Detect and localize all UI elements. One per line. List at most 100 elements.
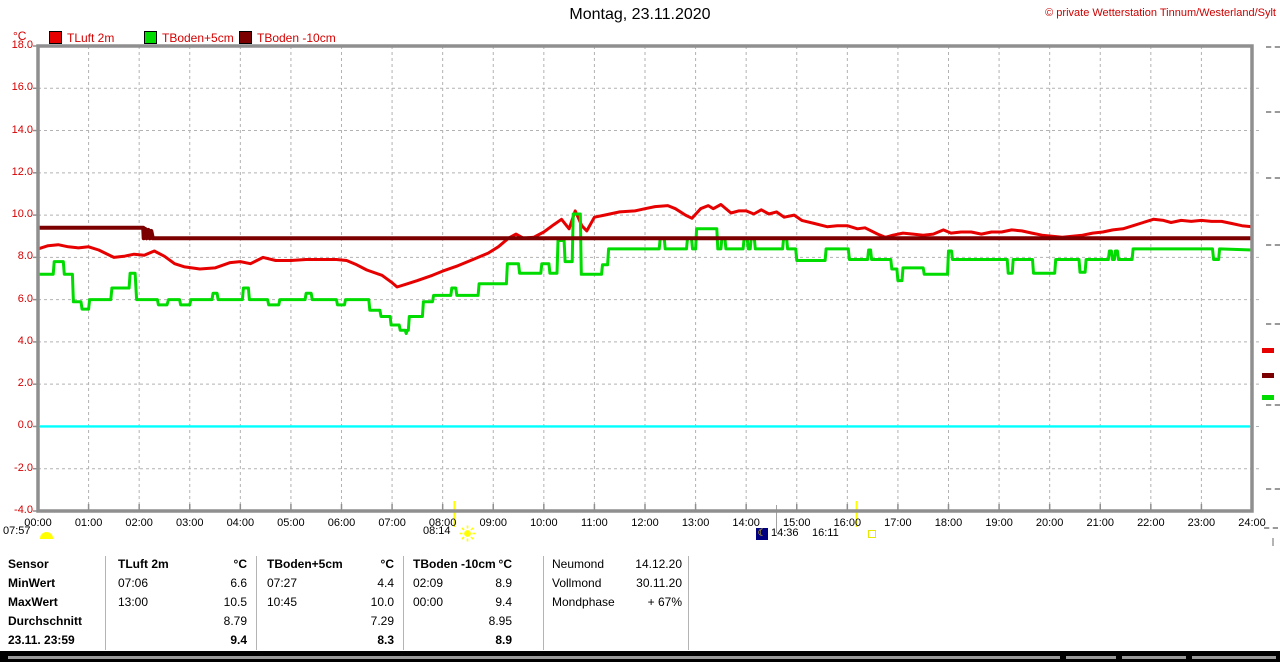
legend-swatch-tboden5-icon xyxy=(144,31,157,44)
sunrise-time-label: 08:14 xyxy=(423,525,451,537)
right-edge-dash xyxy=(1266,404,1280,406)
axis-overflow-dash xyxy=(1264,527,1278,529)
table-cell-value: 4.4 xyxy=(377,576,394,590)
moon-info-value: + 67% xyxy=(647,595,682,609)
table-row-label: MinWert xyxy=(8,576,56,590)
x-tick-label: 08:00 xyxy=(428,517,457,529)
copyright-text: © private Wetterstation Tinnum/Westerlan… xyxy=(1045,7,1276,19)
table-cell-time: 07:06 xyxy=(118,576,149,590)
table-cell-value: 8.9 xyxy=(495,576,512,590)
table-cell-value: 10.0 xyxy=(370,595,394,609)
y-tick-label: 6.0 xyxy=(17,292,33,305)
table-cell-value: 8.3 xyxy=(377,633,394,647)
y-tick-label: 10.0 xyxy=(11,208,33,221)
temperature-chart xyxy=(33,44,1260,533)
legend-swatch-tboden10-icon xyxy=(239,31,252,44)
moonrise-time-label: 14:36 xyxy=(771,527,799,539)
sunset-sun-icon xyxy=(868,530,876,538)
table-cell-value: 7.29 xyxy=(370,614,394,628)
y-tick-label: 14.0 xyxy=(11,123,33,136)
legend-label-tboden10: TBoden -10cm xyxy=(257,30,336,45)
table-header-sensor-name: TBoden -10cm xyxy=(413,557,496,571)
right-edge-dash xyxy=(1266,488,1280,490)
x-tick-label: 10:00 xyxy=(530,517,558,529)
x-tick-label: 22:00 xyxy=(1137,517,1165,529)
dawn-time-label: 07:57 xyxy=(3,525,31,537)
y-tick-label: 2.0 xyxy=(17,377,33,390)
axis-overflow-tick xyxy=(1272,538,1274,546)
x-tick-label: 09:00 xyxy=(479,517,508,529)
right-edge-dash xyxy=(1266,46,1280,48)
table-column-divider xyxy=(105,556,106,650)
moon-info-value: 14.12.20 xyxy=(635,557,682,571)
legend-item-tboden10: TBoden -10cm xyxy=(239,30,336,45)
table-row-label: Durchschnitt xyxy=(8,614,83,628)
sunrise-sun-icon xyxy=(459,525,476,542)
x-tick-label: 18:00 xyxy=(934,517,963,529)
table-cell-time: 07:27 xyxy=(267,576,298,590)
x-tick-label: 14:00 xyxy=(732,517,760,529)
legend-item-tboden5: TBoden+5cm xyxy=(144,30,234,45)
table-cell-value: 8.95 xyxy=(488,614,512,628)
right-edge-dash xyxy=(1266,323,1280,325)
right-edge-series-mark xyxy=(1262,373,1274,378)
x-tick-label: 17:00 xyxy=(884,517,912,529)
right-edge-dash xyxy=(1266,244,1280,246)
x-tick-label: 04:00 xyxy=(226,517,255,529)
moon-info-label: Neumond xyxy=(552,557,605,571)
table-row-label: MaxWert xyxy=(8,595,58,609)
x-tick-label: 13:00 xyxy=(681,517,710,529)
x-tick-label: 15:00 xyxy=(782,517,811,529)
table-cell-time: 02:09 xyxy=(413,576,444,590)
right-edge-dash xyxy=(1266,111,1280,113)
table-cell-time: 13:00 xyxy=(118,595,149,609)
x-tick-label: 24:00 xyxy=(1238,517,1266,529)
table-column-divider xyxy=(543,556,544,650)
y-tick-label: 12.0 xyxy=(11,165,33,178)
x-tick-label: 06:00 xyxy=(327,517,356,529)
table-header-sensor: Sensor xyxy=(8,557,49,571)
x-tick-label: 00:00 xyxy=(24,517,52,529)
table-cell-value: 9.4 xyxy=(230,633,247,647)
x-tick-label: 21:00 xyxy=(1086,517,1115,529)
x-tick-label: 02:00 xyxy=(125,517,153,529)
right-edge-series-mark xyxy=(1262,348,1274,353)
table-header-unit: °C xyxy=(380,557,394,571)
moon-info-label: Vollmond xyxy=(552,576,602,590)
legend-item-tluft: TLuft 2m xyxy=(49,30,115,45)
table-column-divider xyxy=(256,556,257,650)
sunset-time-label: 16:11 xyxy=(812,527,839,539)
table-header-unit: °C xyxy=(233,557,247,571)
table-header-sensor-name: TBoden+5cm xyxy=(267,557,343,571)
table-cell-value: 8.9 xyxy=(495,633,512,647)
y-tick-label: -4.0 xyxy=(14,504,33,516)
right-edge-dash xyxy=(1266,177,1280,179)
x-tick-label: 19:00 xyxy=(985,517,1013,529)
dawn-sun-icon xyxy=(40,532,53,539)
legend-label-tboden5: TBoden+5cm xyxy=(162,30,234,45)
x-tick-label: 03:00 xyxy=(175,517,204,529)
x-tick-label: 12:00 xyxy=(631,517,659,529)
y-tick-label: 4.0 xyxy=(17,334,33,347)
y-tick-label: 8.0 xyxy=(17,250,33,263)
moon-info-value: 30.11.20 xyxy=(636,576,682,590)
x-tick-label: 07:00 xyxy=(378,517,406,529)
right-edge-series-mark xyxy=(1262,395,1274,400)
moon-info-label: Mondphase xyxy=(552,595,615,609)
table-cell-time: 00:00 xyxy=(413,595,444,609)
y-tick-label: 18.0 xyxy=(11,39,33,51)
table-header-unit: °C xyxy=(498,557,512,571)
legend-label-tluft: TLuft 2m xyxy=(67,30,115,45)
x-tick-label: 05:00 xyxy=(277,517,305,529)
status-bar xyxy=(0,651,1280,662)
table-cell-time: 10:45 xyxy=(267,595,298,609)
table-cell-value: 10.5 xyxy=(223,595,247,609)
x-tick-label: 20:00 xyxy=(1035,517,1064,529)
table-cell-value: 8.79 xyxy=(223,614,247,628)
y-tick-label: 0.0 xyxy=(17,419,33,432)
x-tick-label: 11:00 xyxy=(581,517,608,529)
table-header-sensor-name: TLuft 2m xyxy=(118,557,169,571)
table-row-label: 23.11. 23:59 xyxy=(8,633,75,647)
table-cell-value: 6.6 xyxy=(230,576,247,590)
